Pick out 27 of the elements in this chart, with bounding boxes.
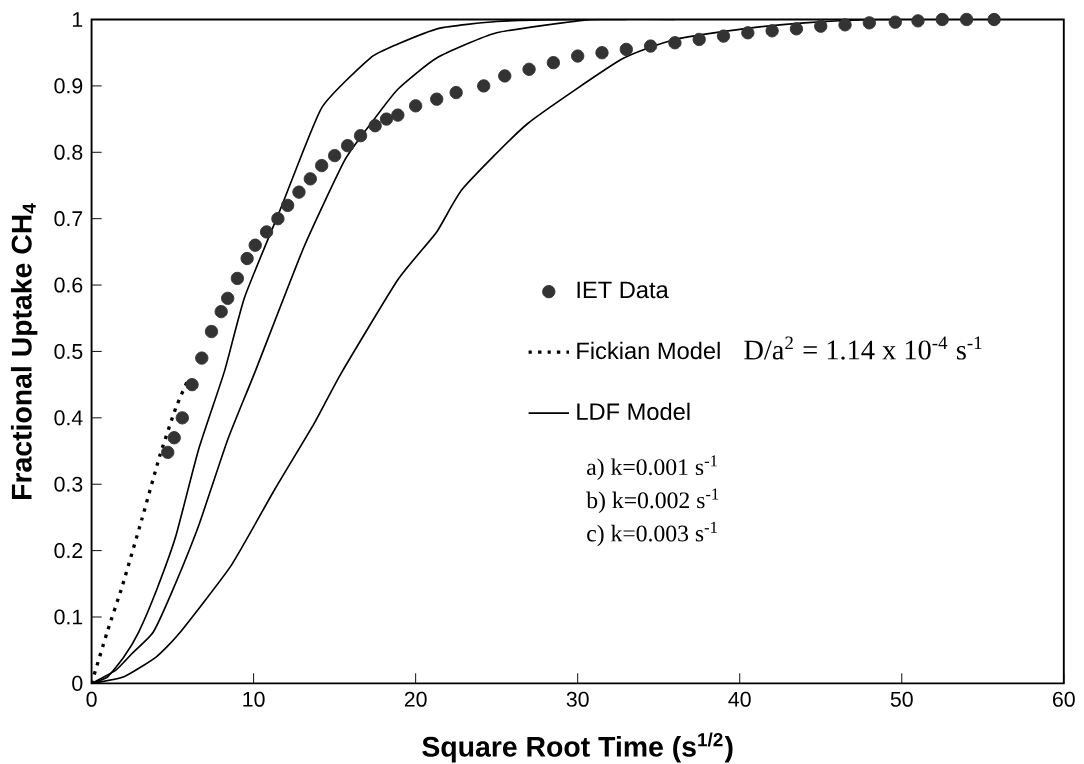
y-tick-label: 0.1: [54, 609, 83, 625]
y-tick-label: 0: [72, 675, 83, 691]
legend-label: Fickian Model: [577, 341, 720, 360]
y-tick-label: 1: [73, 12, 83, 27]
y-tick-label: 0.6: [54, 277, 83, 293]
annotation: a) k=0.001 s$^{-1}$: [587, 455, 717, 480]
legend-label: LDF Model: [577, 402, 690, 420]
y-tick-label: 0.9: [54, 78, 83, 94]
x-tick-label: 40: [728, 691, 751, 707]
annotation: D/a$^{2}$ = 1.14 x 10$^{-4}$ s$^{-1}$: [744, 336, 982, 360]
y-tick-label: 0.5: [54, 343, 83, 359]
x-tick-label: 10: [243, 691, 265, 707]
y-tick-label: 0.7: [54, 211, 83, 227]
x-axis-title: Square Root Time (s$^{1/2}$): [422, 732, 733, 763]
x-tick-label: 20: [404, 691, 427, 707]
y-tick-label: 0.8: [54, 144, 83, 160]
x-tick-label: 50: [890, 691, 913, 707]
y-axis-title: Fractional Uptake CH$_{4}$: [10, 203, 38, 499]
legend-label: IET Data: [577, 281, 669, 299]
annotation: c) k=0.003 s$^{-1}$: [587, 521, 717, 547]
x-tick-label: 0: [86, 691, 97, 707]
x-tick-label: 30: [566, 691, 589, 707]
x-tick-label: 60: [1053, 691, 1075, 707]
annotation: b) k=0.002 s$^{-1}$: [586, 488, 719, 514]
y-tick-label: 0.3: [54, 476, 83, 492]
y-tick-label: 0.4: [54, 410, 83, 426]
y-tick-label: 0.2: [54, 542, 83, 559]
